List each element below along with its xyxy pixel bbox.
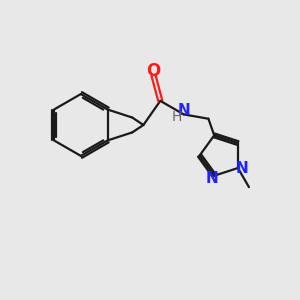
Text: H: H <box>172 110 182 124</box>
Text: N: N <box>206 171 218 186</box>
Text: N: N <box>178 103 191 118</box>
Text: N: N <box>236 160 249 175</box>
Text: O: O <box>146 62 161 80</box>
